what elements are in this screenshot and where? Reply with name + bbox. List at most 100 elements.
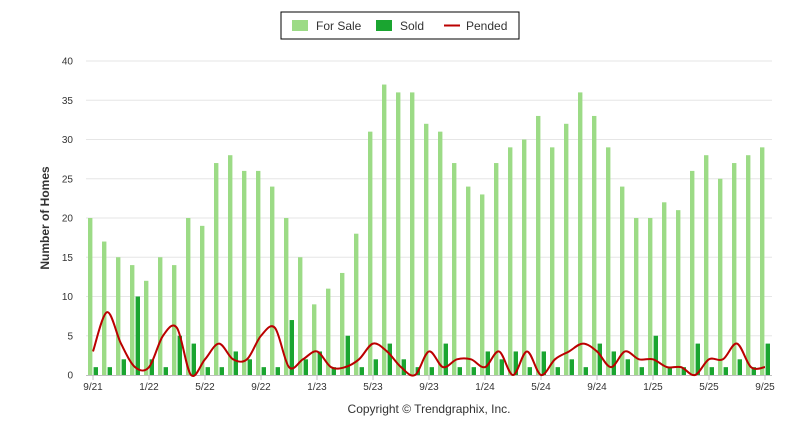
bar-sold-6-22 (219, 367, 224, 375)
x-tick-label: 5/25 (699, 382, 719, 393)
bar-for-sale-3-25 (676, 210, 681, 375)
x-tick-label: 9/25 (755, 382, 775, 393)
bar-sold-11-21 (121, 359, 126, 375)
bar-sold-9-24 (597, 343, 602, 375)
bar-for-sale-5-23 (368, 131, 373, 375)
bar-for-sale-4-22 (186, 218, 191, 375)
bar-for-sale-3-22 (172, 265, 177, 375)
bar-sold-9-21 (93, 367, 98, 375)
bar-for-sale-5-25 (704, 155, 709, 375)
bar-for-sale-1-25 (648, 218, 653, 375)
legend-swatch-for-sale (292, 20, 308, 31)
bar-for-sale-2-22 (158, 257, 163, 375)
bar-for-sale-9-23 (424, 123, 429, 375)
bar-sold-9-22 (261, 367, 266, 375)
bar-sold-1-22 (149, 359, 154, 375)
legend-swatch-sold (376, 20, 392, 31)
bar-sold-3-25 (681, 367, 686, 375)
bar-for-sale-9-22 (256, 170, 261, 375)
bar-sold-11-22 (289, 320, 294, 375)
bar-sold-6-24 (555, 367, 560, 375)
bar-sold-1-25 (653, 335, 658, 375)
y-tick-label: 20 (62, 214, 74, 225)
y-axis-ticks: 0 5 10 15 20 25 30 35 40 (62, 57, 74, 382)
bar-for-sale-8-25 (746, 155, 751, 375)
bar-for-sale-1-24 (480, 194, 485, 375)
bar-for-sale-12-24 (634, 218, 639, 375)
bar-for-sale-7-22 (228, 155, 233, 375)
bar-for-sale-1-23 (312, 304, 317, 375)
bar-sold-11-23 (457, 367, 462, 375)
bar-sold-7-25 (737, 359, 742, 375)
bar-for-sale-6-23 (382, 84, 387, 376)
bar-for-sale-12-22 (298, 257, 303, 375)
bar-for-sale-4-24 (522, 139, 527, 375)
y-tick-label: 0 (67, 371, 73, 382)
bar-sold-12-24 (639, 367, 644, 375)
bar-sold-3-22 (177, 335, 182, 375)
bar-for-sale-3-23 (340, 272, 345, 375)
x-tick-label: 5/23 (363, 382, 383, 393)
bar-for-sale-7-25 (732, 163, 737, 375)
x-tick-label: 5/22 (195, 382, 215, 393)
bars-sold (93, 296, 770, 375)
bar-for-sale-11-21 (116, 257, 121, 375)
bar-sold-2-25 (667, 367, 672, 375)
bar-for-sale-11-22 (284, 218, 289, 375)
y-tick-label: 30 (62, 135, 74, 146)
bar-for-sale-9-24 (592, 115, 597, 375)
bar-sold-5-22 (205, 367, 210, 375)
bar-for-sale-11-24 (620, 186, 625, 375)
legend: For Sale Sold Pended (280, 11, 520, 40)
bar-for-sale-6-22 (214, 163, 219, 375)
bar-for-sale-12-23 (466, 186, 471, 375)
legend-label-sold: Sold (400, 19, 424, 33)
bar-sold-5-23 (373, 359, 378, 375)
bar-sold-7-24 (569, 359, 574, 375)
pended-line (92, 311, 766, 378)
bar-for-sale-9-25 (760, 147, 765, 375)
bar-sold-4-23 (359, 367, 364, 375)
bar-for-sale-1-22 (144, 280, 149, 375)
bar-sold-9-23 (429, 367, 434, 375)
bar-sold-6-25 (723, 367, 728, 375)
bar-sold-10-21 (107, 367, 112, 375)
bar-sold-9-25 (765, 343, 770, 375)
y-axis-title: Number of Homes (38, 166, 52, 270)
bar-sold-12-22 (303, 359, 308, 375)
bar-sold-2-22 (163, 367, 168, 375)
bar-sold-8-24 (583, 367, 588, 375)
bar-sold-4-25 (695, 343, 700, 375)
x-axis-ticks: 9/21 1/22 5/22 9/22 1/23 5/23 9/23 1/24 5/24 9/24… (83, 375, 775, 393)
y-tick-label: 35 (62, 96, 74, 107)
bar-sold-10-22 (275, 367, 280, 375)
bar-sold-10-23 (443, 343, 448, 375)
x-tick-label: 9/23 (419, 382, 439, 393)
bar-sold-5-24 (541, 351, 546, 375)
y-tick-label: 5 (67, 331, 73, 342)
bar-for-sale-10-24 (606, 147, 611, 375)
bar-sold-11-24 (625, 359, 630, 375)
bar-for-sale-5-24 (536, 115, 541, 375)
legend-box (280, 11, 520, 40)
bar-sold-6-23 (387, 343, 392, 375)
x-tick-label: 9/22 (251, 382, 271, 393)
y-tick-label: 25 (62, 174, 74, 185)
legend-label-pended: Pended (466, 19, 507, 33)
y-tick-label: 10 (62, 292, 74, 303)
x-tick-label: 5/24 (531, 382, 551, 393)
y-tick-label: 15 (62, 253, 74, 264)
bar-sold-2-24 (499, 359, 504, 375)
bar-sold-4-24 (527, 367, 532, 375)
bar-sold-2-23 (331, 367, 336, 375)
bar-for-sale-12-21 (130, 265, 135, 375)
bar-for-sale-6-24 (550, 147, 555, 375)
bar-for-sale-2-23 (326, 288, 331, 375)
bar-sold-7-22 (233, 351, 238, 375)
bar-sold-12-21 (135, 296, 140, 375)
bar-for-sale-10-22 (270, 186, 275, 375)
bar-sold-10-24 (611, 351, 616, 375)
copyright: Copyright © Trendgraphix, Inc. (348, 402, 511, 416)
bar-for-sale-3-24 (508, 147, 513, 375)
